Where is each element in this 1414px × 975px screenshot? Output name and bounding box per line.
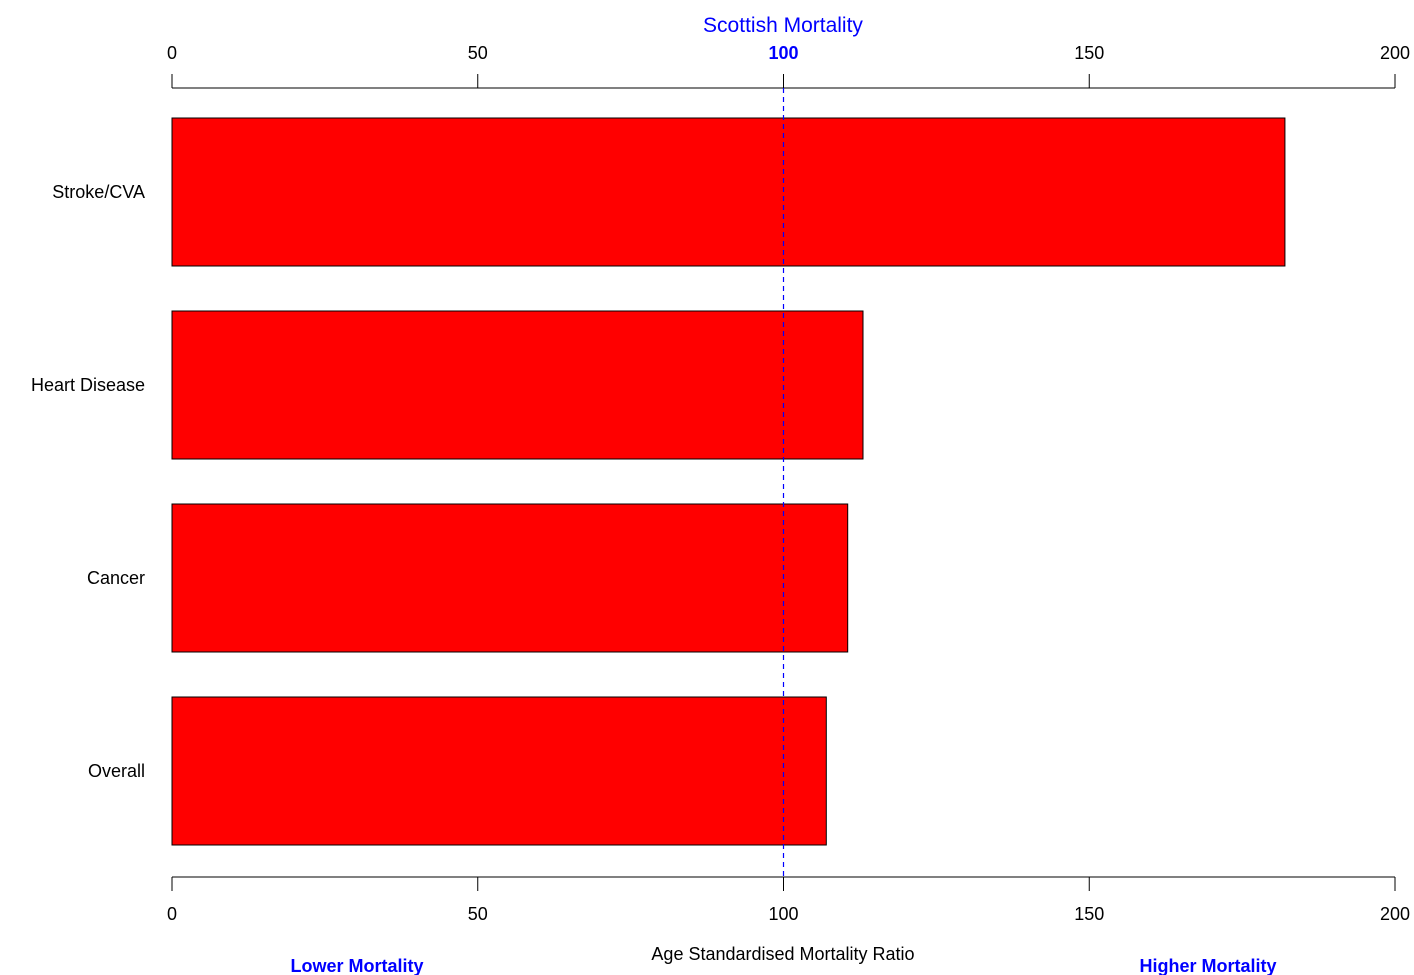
category-label: Overall <box>88 761 145 781</box>
tick-label: 50 <box>468 904 488 924</box>
top-axis: 0 50 100 150 200 <box>167 43 1410 89</box>
category-label: Stroke/CVA <box>52 182 145 202</box>
bar-stroke-cva <box>171 117 1286 267</box>
reference-tick-label: 100 <box>768 43 798 63</box>
lower-mortality-label: Lower Mortality <box>290 956 423 975</box>
tick-label: 100 <box>768 904 798 924</box>
bottom-axis: 0 50 100 150 200 <box>167 876 1410 924</box>
reference-label: Scottish Mortality <box>703 14 863 37</box>
bar-heart-disease <box>171 310 864 460</box>
tick-label: 200 <box>1380 904 1410 924</box>
bar-overall <box>171 696 827 846</box>
tick-label: 150 <box>1074 43 1104 63</box>
bars-group <box>171 117 1286 846</box>
x-axis-label: Age Standardised Mortality Ratio <box>651 944 914 964</box>
tick-label: 150 <box>1074 904 1104 924</box>
tick-label: 50 <box>468 43 488 63</box>
tick-label: 0 <box>167 904 177 924</box>
category-labels: Stroke/CVA Heart Disease Cancer Overall <box>31 182 145 781</box>
higher-mortality-label: Higher Mortality <box>1139 956 1276 975</box>
tick-label: 200 <box>1380 43 1410 63</box>
bar-cancer <box>171 503 849 653</box>
category-label: Heart Disease <box>31 375 145 395</box>
tick-label: 0 <box>167 43 177 63</box>
category-label: Cancer <box>87 568 145 588</box>
